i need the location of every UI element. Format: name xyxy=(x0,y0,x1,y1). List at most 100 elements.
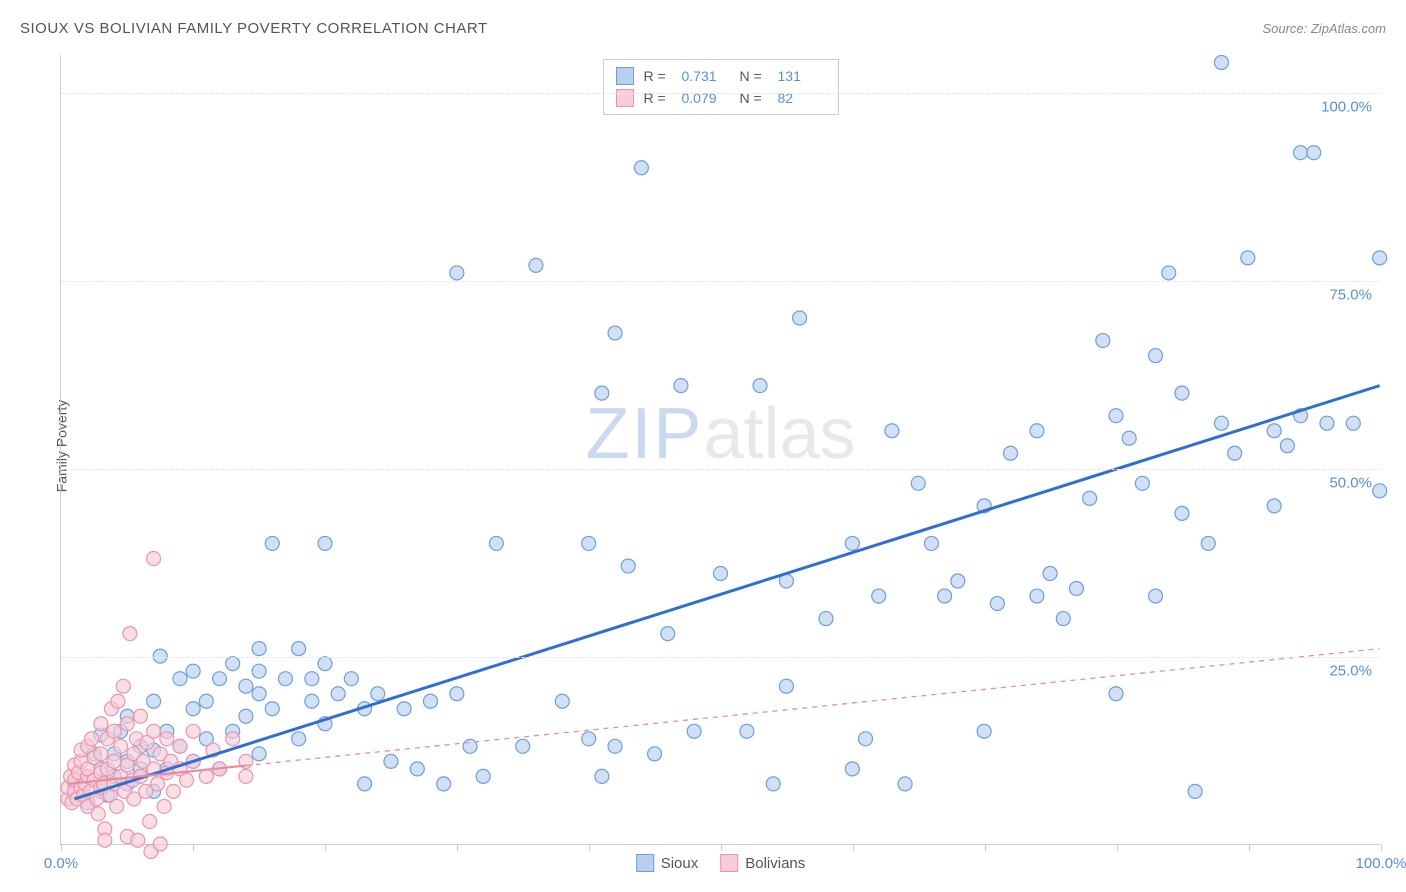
x-tick xyxy=(457,844,458,851)
y-tick-label: 75.0% xyxy=(1329,286,1372,303)
data-point xyxy=(239,679,253,693)
data-point xyxy=(885,424,899,438)
data-point xyxy=(98,833,112,847)
data-point xyxy=(1109,687,1123,701)
data-point xyxy=(410,762,424,776)
data-point xyxy=(582,732,596,746)
x-tick xyxy=(985,844,986,851)
data-point xyxy=(278,672,292,686)
data-point xyxy=(951,574,965,588)
x-tick xyxy=(1117,844,1118,851)
data-point xyxy=(1043,566,1057,580)
data-point xyxy=(265,702,279,716)
data-point xyxy=(621,559,635,573)
y-tick-label: 100.0% xyxy=(1321,98,1372,115)
data-point xyxy=(111,694,125,708)
data-point xyxy=(1109,409,1123,423)
x-tick-label: 100.0% xyxy=(1356,855,1406,872)
data-point xyxy=(450,687,464,701)
legend-label: Sioux xyxy=(661,855,699,872)
data-point xyxy=(371,687,385,701)
data-point xyxy=(1346,416,1360,430)
source-attribution: Source: ZipAtlas.com xyxy=(1262,21,1386,36)
data-point xyxy=(1175,386,1189,400)
x-tick-label: 0.0% xyxy=(44,855,78,872)
data-point xyxy=(1267,499,1281,513)
data-point xyxy=(489,536,503,550)
data-point xyxy=(1030,589,1044,603)
data-point xyxy=(344,672,358,686)
data-point xyxy=(226,657,240,671)
data-point xyxy=(199,694,213,708)
data-point xyxy=(1030,424,1044,438)
data-point xyxy=(1294,146,1308,160)
legend-label: Bolivians xyxy=(745,855,805,872)
data-point xyxy=(476,769,490,783)
data-point xyxy=(608,739,622,753)
data-point xyxy=(1188,784,1202,798)
data-point xyxy=(924,536,938,550)
data-point xyxy=(397,702,411,716)
data-point xyxy=(153,837,167,851)
legend-swatch xyxy=(720,854,738,872)
data-point xyxy=(131,833,145,847)
chart-header: SIOUX VS BOLIVIAN FAMILY POVERTY CORRELA… xyxy=(20,20,1386,37)
data-point xyxy=(779,679,793,693)
data-point xyxy=(793,311,807,325)
data-point xyxy=(116,679,130,693)
y-tick-label: 50.0% xyxy=(1329,474,1372,491)
data-point xyxy=(114,739,128,753)
data-point xyxy=(133,709,147,723)
data-point xyxy=(859,732,873,746)
data-point xyxy=(872,589,886,603)
data-point xyxy=(582,536,596,550)
data-point xyxy=(766,777,780,791)
data-point xyxy=(1241,251,1255,265)
data-point xyxy=(239,709,253,723)
data-point xyxy=(147,724,161,738)
data-point xyxy=(1149,349,1163,363)
x-tick xyxy=(325,844,326,851)
data-point xyxy=(1162,266,1176,280)
data-point xyxy=(1320,416,1334,430)
data-point xyxy=(292,642,306,656)
data-point xyxy=(661,627,675,641)
data-point xyxy=(450,266,464,280)
data-point xyxy=(252,664,266,678)
data-point xyxy=(143,814,157,828)
data-point xyxy=(180,773,194,787)
legend-item: Bolivians xyxy=(720,854,805,872)
data-point xyxy=(252,687,266,701)
trend-line xyxy=(246,649,1380,766)
data-point xyxy=(384,754,398,768)
chart-plot-area: ZIPatlas R =0.731N =131R =0.079N =82 Sio… xyxy=(60,55,1380,845)
data-point xyxy=(608,326,622,340)
data-point xyxy=(687,724,701,738)
data-point xyxy=(1214,56,1228,70)
data-point xyxy=(331,687,345,701)
chart-title: SIOUX VS BOLIVIAN FAMILY POVERTY CORRELA… xyxy=(20,20,488,37)
data-point xyxy=(1122,431,1136,445)
data-point xyxy=(740,724,754,738)
data-point xyxy=(151,777,165,791)
data-point xyxy=(911,476,925,490)
data-point xyxy=(358,777,372,791)
data-point xyxy=(1373,251,1387,265)
data-point xyxy=(1214,416,1228,430)
data-point xyxy=(1201,536,1215,550)
data-point xyxy=(305,694,319,708)
data-point xyxy=(186,702,200,716)
data-point xyxy=(107,724,121,738)
data-point xyxy=(634,161,648,175)
data-point xyxy=(595,386,609,400)
data-point xyxy=(1228,446,1242,460)
data-point xyxy=(252,747,266,761)
data-point xyxy=(173,672,187,686)
data-point xyxy=(147,551,161,565)
data-point xyxy=(1149,589,1163,603)
gridline xyxy=(61,469,1380,470)
data-point xyxy=(226,732,240,746)
x-tick xyxy=(193,844,194,851)
data-point xyxy=(91,807,105,821)
data-point xyxy=(173,739,187,753)
